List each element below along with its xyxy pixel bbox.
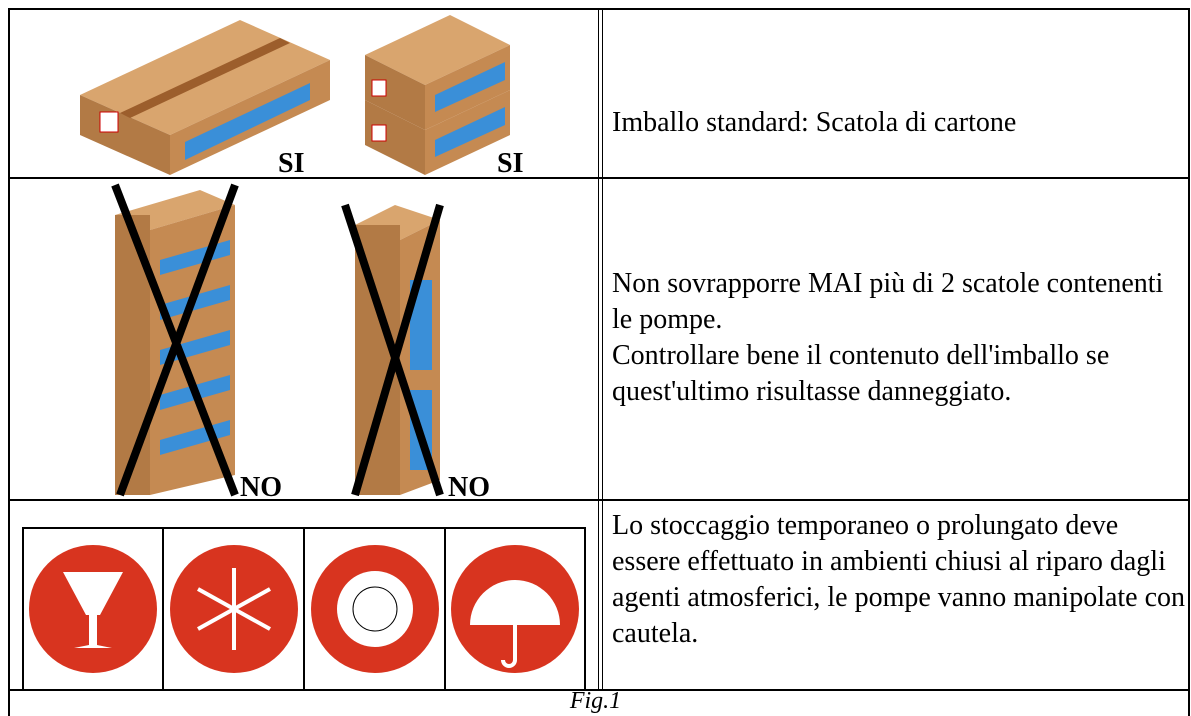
caption: Fig.1	[569, 688, 622, 714]
tall-box-image	[341, 203, 444, 497]
tall-stack-image	[111, 183, 239, 497]
tag: NO	[448, 472, 490, 503]
border	[598, 8, 599, 690]
tag: SI	[278, 148, 305, 179]
border	[1188, 8, 1190, 716]
paragraph: Lo stoccaggio temporaneo o prolungato de…	[612, 510, 1186, 649]
border	[602, 8, 603, 690]
icon-panel	[22, 527, 586, 691]
cell-text: Non sovrapporre MAI più di 2 scatole con…	[612, 266, 1187, 410]
border	[8, 499, 1190, 501]
paragraph: Controllare bene il contenuto dell'imbal…	[612, 340, 1110, 407]
box-image	[80, 20, 330, 175]
border	[8, 689, 1190, 691]
cell-text: Imballo standard: Scatola di cartone	[612, 105, 1187, 141]
tag: NO	[240, 472, 282, 503]
cell-text: Lo stoccaggio temporaneo o prolungato de…	[612, 508, 1187, 652]
border	[8, 8, 1190, 10]
paragraph: Non sovrapporre MAI più di 2 scatole con…	[612, 268, 1164, 335]
stacked-box-image	[365, 15, 510, 175]
paragraph: Imballo standard: Scatola di cartone	[612, 107, 1017, 138]
tag: SI	[497, 148, 524, 179]
border	[8, 8, 10, 716]
border	[8, 177, 1190, 179]
